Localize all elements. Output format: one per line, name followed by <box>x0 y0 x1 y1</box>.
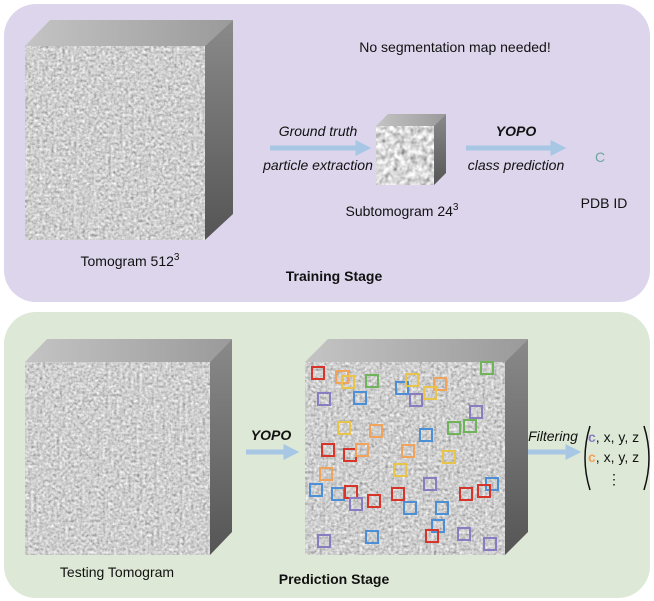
detection-box <box>391 487 405 501</box>
pdb-label: PDB ID <box>581 195 628 211</box>
tomogram-cube <box>25 20 233 240</box>
label: Subtomogram 24 <box>346 203 454 219</box>
detection-box <box>317 392 331 406</box>
detection-box <box>433 377 447 391</box>
coords: , x, y, z <box>596 449 639 465</box>
note: No segmentation map needed! <box>359 39 550 55</box>
arrow-label: YOPO <box>251 427 292 443</box>
matrix-row: c, x, y, z <box>588 429 639 445</box>
ellipsis: ⋮ <box>607 471 621 487</box>
detection-box <box>369 424 383 438</box>
detection-box <box>337 421 351 435</box>
bracket <box>584 425 591 491</box>
detection-box <box>480 361 494 375</box>
tomogram-label: Testing Tomogram <box>60 564 174 580</box>
stage-title: Prediction Stage <box>279 571 390 587</box>
detection-box <box>403 501 417 515</box>
detection-box <box>459 487 473 501</box>
detection-box <box>405 373 419 387</box>
detection-box <box>409 393 423 407</box>
arrow-label: particle extraction <box>262 157 373 173</box>
stage-title: Training Stage <box>286 268 383 284</box>
detection-box <box>365 374 379 388</box>
detection-box <box>311 366 325 380</box>
subtomogram-cube <box>376 114 446 185</box>
exponent: 3 <box>174 252 180 263</box>
exponent: 3 <box>453 202 459 213</box>
detection-box <box>419 428 433 442</box>
subtomogram-label: Subtomogram 243 <box>346 202 459 219</box>
detection-box <box>447 421 461 435</box>
tomogram-label: Tomogram 5123 <box>81 252 180 269</box>
detection-box <box>395 381 409 395</box>
detection-box <box>469 405 483 419</box>
class: c <box>588 449 596 465</box>
detection-box <box>365 530 379 544</box>
detection-box <box>353 391 367 405</box>
detection-box <box>317 534 331 548</box>
detection-box <box>349 497 363 511</box>
class: c <box>588 429 596 445</box>
detection-box <box>483 537 497 551</box>
detection-box <box>423 477 437 491</box>
arrow-label: Ground truth <box>279 123 358 139</box>
detection-box <box>477 484 491 498</box>
detection-box <box>457 527 471 541</box>
coords: , x, y, z <box>596 429 639 445</box>
detection-box <box>341 375 355 389</box>
matrix-row: c, x, y, z <box>588 449 639 465</box>
detection-box <box>321 443 335 457</box>
label: Tomogram 512 <box>81 253 175 269</box>
detection-box <box>435 501 449 515</box>
detection-box <box>463 419 477 433</box>
arrow-label: class prediction <box>468 157 565 173</box>
prediction-cube <box>305 339 528 555</box>
bracket <box>643 425 650 491</box>
detection-box <box>367 494 381 508</box>
class-symbol: C <box>595 149 605 165</box>
detection-box <box>393 463 407 477</box>
detection-box <box>425 529 439 543</box>
arrow-label: Filtering <box>528 428 578 444</box>
detection-box <box>355 443 369 457</box>
detection-box <box>423 386 437 400</box>
detection-box <box>401 444 415 458</box>
detection-box <box>309 483 323 497</box>
arrow-label: YOPO <box>496 123 537 139</box>
detection-box <box>442 450 456 464</box>
testing-cube <box>25 339 232 555</box>
detection-box <box>319 467 333 481</box>
